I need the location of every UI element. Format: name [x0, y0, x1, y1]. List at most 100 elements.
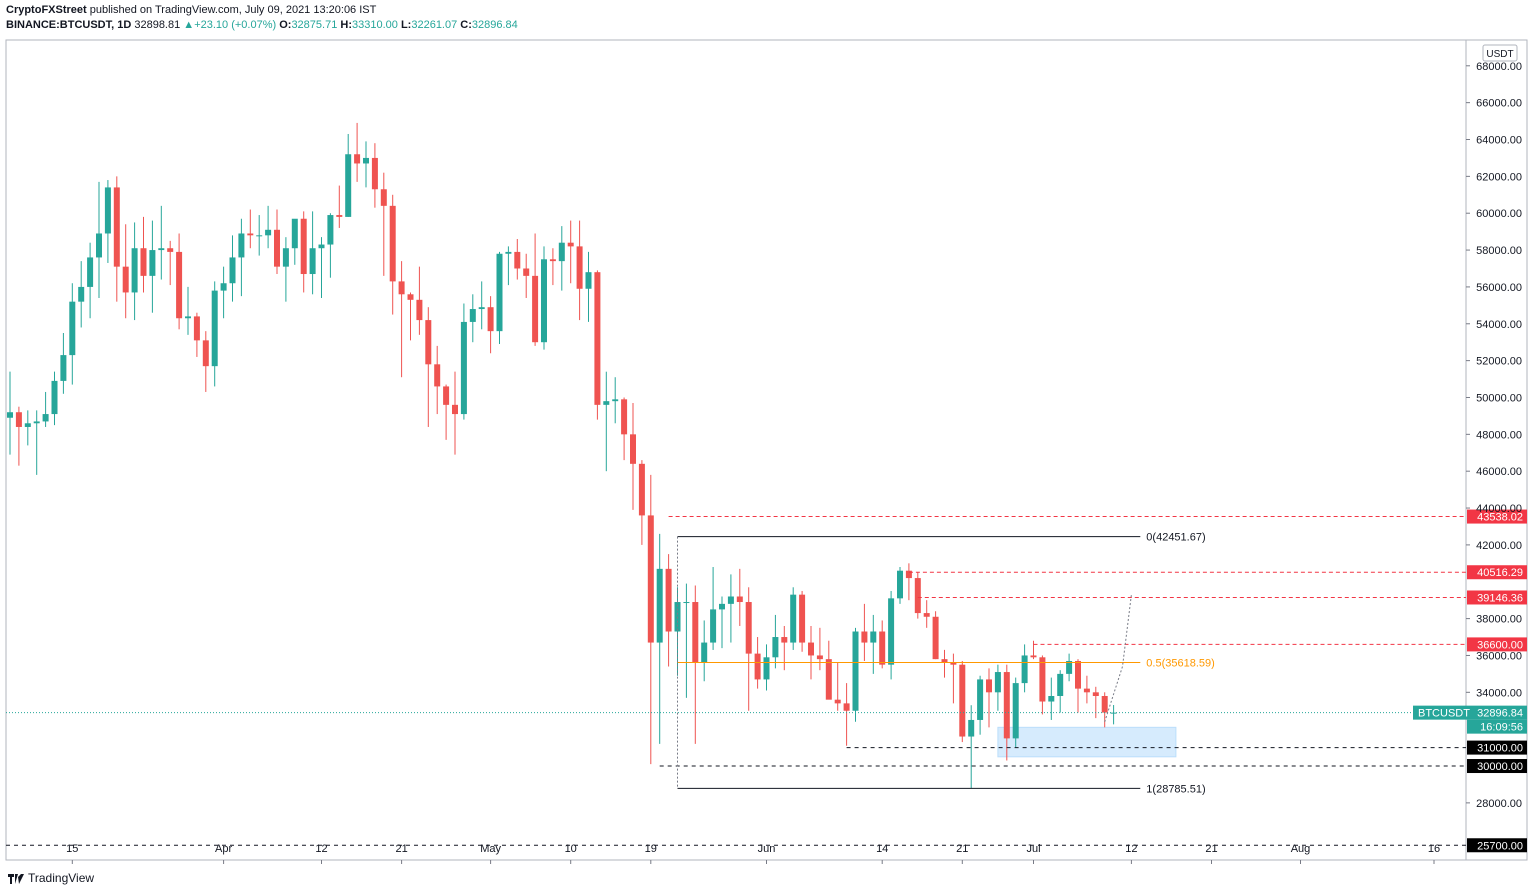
candle-body: [327, 215, 334, 245]
candle-body: [514, 251, 521, 269]
resistance-39146-price-label: 39146.36: [1477, 592, 1523, 604]
candle-body: [149, 250, 156, 276]
candle-body: [959, 664, 966, 737]
zone-layer: [997, 726, 1177, 758]
close-value: 32896.84: [471, 19, 518, 31]
support-31000-price-box: [1467, 740, 1527, 755]
y-tick-label: 66000.00: [1476, 98, 1522, 110]
candle-body: [710, 609, 717, 643]
resistance-40516-price-box: [1467, 565, 1527, 580]
candle-body: [549, 259, 556, 262]
candle-body: [683, 602, 690, 604]
demand-zone: [997, 726, 1177, 758]
candle-body: [202, 340, 209, 367]
y-tick-label: 64000.00: [1476, 135, 1522, 147]
high-value: 33310.00: [352, 19, 398, 31]
price-chart[interactable]: 43538.02 40516.29 39146.36 36600.00 31000.00…: [0, 0, 1536, 868]
currency-label: USDT: [1486, 49, 1513, 60]
change-value: +23.10 (+0.07%): [194, 19, 277, 31]
candle-body: [968, 719, 975, 737]
candle-body: [282, 248, 289, 267]
candle-body: [487, 307, 494, 332]
y-tick-label: 60000.00: [1476, 208, 1522, 220]
candle-body: [176, 251, 183, 319]
candle-body: [541, 259, 547, 343]
candle-body: [736, 596, 743, 603]
candle-body: [291, 218, 298, 249]
open-label: O:: [279, 19, 292, 31]
overlay-layer: 43538.02 40516.29 39146.36 36600.00 31000.00…: [6, 509, 1527, 853]
y-tick-label: 52000.00: [1476, 356, 1522, 368]
open-value: 32875.71: [291, 19, 338, 31]
candle-body: [1021, 655, 1028, 684]
low-value: 32261.07: [411, 19, 458, 31]
candle-body: [33, 421, 40, 424]
y-tick-label: 46000.00: [1476, 466, 1522, 478]
candle-body: [719, 603, 725, 610]
x-tick-label: Jul: [1026, 843, 1040, 855]
candle-body: [140, 248, 147, 276]
candle-body: [594, 272, 601, 405]
publisher-name[interactable]: CryptoFXStreet: [6, 4, 87, 16]
y-tick-label: 44000.00: [1476, 503, 1522, 515]
close-label: C:: [460, 19, 472, 31]
candle-body: [1066, 660, 1073, 674]
candle-body: [1075, 660, 1081, 689]
candle-body: [763, 657, 770, 680]
publish-info: published on TradingView.com, July 09, 2…: [89, 4, 377, 16]
candle-body: [345, 154, 352, 217]
resistance-36600-price-box: [1467, 637, 1527, 652]
y-tick-label: 62000.00: [1476, 171, 1522, 183]
candle-body: [265, 229, 272, 236]
candle-body: [60, 355, 67, 381]
y-tick-label: 58000.00: [1476, 245, 1522, 257]
candle-body: [318, 244, 325, 249]
candle-body: [914, 578, 921, 614]
support-30000-price-label: 30000.00: [1477, 761, 1523, 773]
tradingview-logo-icon: [8, 873, 24, 884]
countdown-box: [1467, 719, 1527, 734]
x-tick-label: Jun: [758, 843, 776, 855]
support-30000-price-box: [1467, 759, 1527, 774]
candle-body: [612, 399, 619, 402]
candle-body: [460, 321, 467, 415]
candle-body: [371, 157, 378, 190]
candle-body: [1012, 683, 1019, 739]
x-tick-label: 12: [315, 843, 327, 855]
candle-body: [994, 672, 1001, 693]
candle-body: [879, 631, 886, 665]
candle-body: [986, 679, 992, 693]
candle-body: [941, 659, 948, 663]
candle-body: [630, 434, 636, 464]
tradingview-footer[interactable]: TradingView: [8, 871, 94, 885]
y-tick-label: 34000.00: [1476, 687, 1522, 699]
candle-body: [425, 320, 432, 365]
y-tick-label: 36000.00: [1476, 650, 1522, 662]
candle-body: [977, 679, 984, 720]
brand-name: TradingView: [28, 871, 95, 885]
candle-body: [274, 229, 280, 267]
candle-body: [300, 218, 307, 275]
candle-body: [870, 631, 877, 643]
symbol-label[interactable]: BINANCE:BTCUSDT, 1D: [6, 19, 132, 31]
candle-body: [113, 187, 120, 267]
candle-body: [808, 642, 814, 656]
resistance-43538-price-label: 43538.02: [1477, 512, 1523, 524]
candle-body: [193, 316, 200, 341]
fib-label: 0.5(35618.59): [1146, 657, 1215, 669]
grid-lines: [5, 39, 1528, 861]
candle-body: [407, 294, 414, 300]
candle-body: [816, 655, 823, 660]
candle-body: [1003, 672, 1010, 739]
candle-body: [665, 568, 672, 632]
candle-body: [745, 602, 752, 654]
change-arrow-icon: ▲: [183, 19, 195, 31]
current-price-label: 32896.84: [1477, 708, 1523, 720]
candle-body: [692, 602, 699, 663]
candle-body: [834, 699, 841, 704]
high-label: H:: [340, 19, 352, 31]
fib-label: 0(42451.67): [1146, 532, 1205, 544]
x-tick-label: 21: [1205, 843, 1217, 855]
candle-body: [1030, 655, 1037, 658]
candle-body: [15, 412, 22, 427]
